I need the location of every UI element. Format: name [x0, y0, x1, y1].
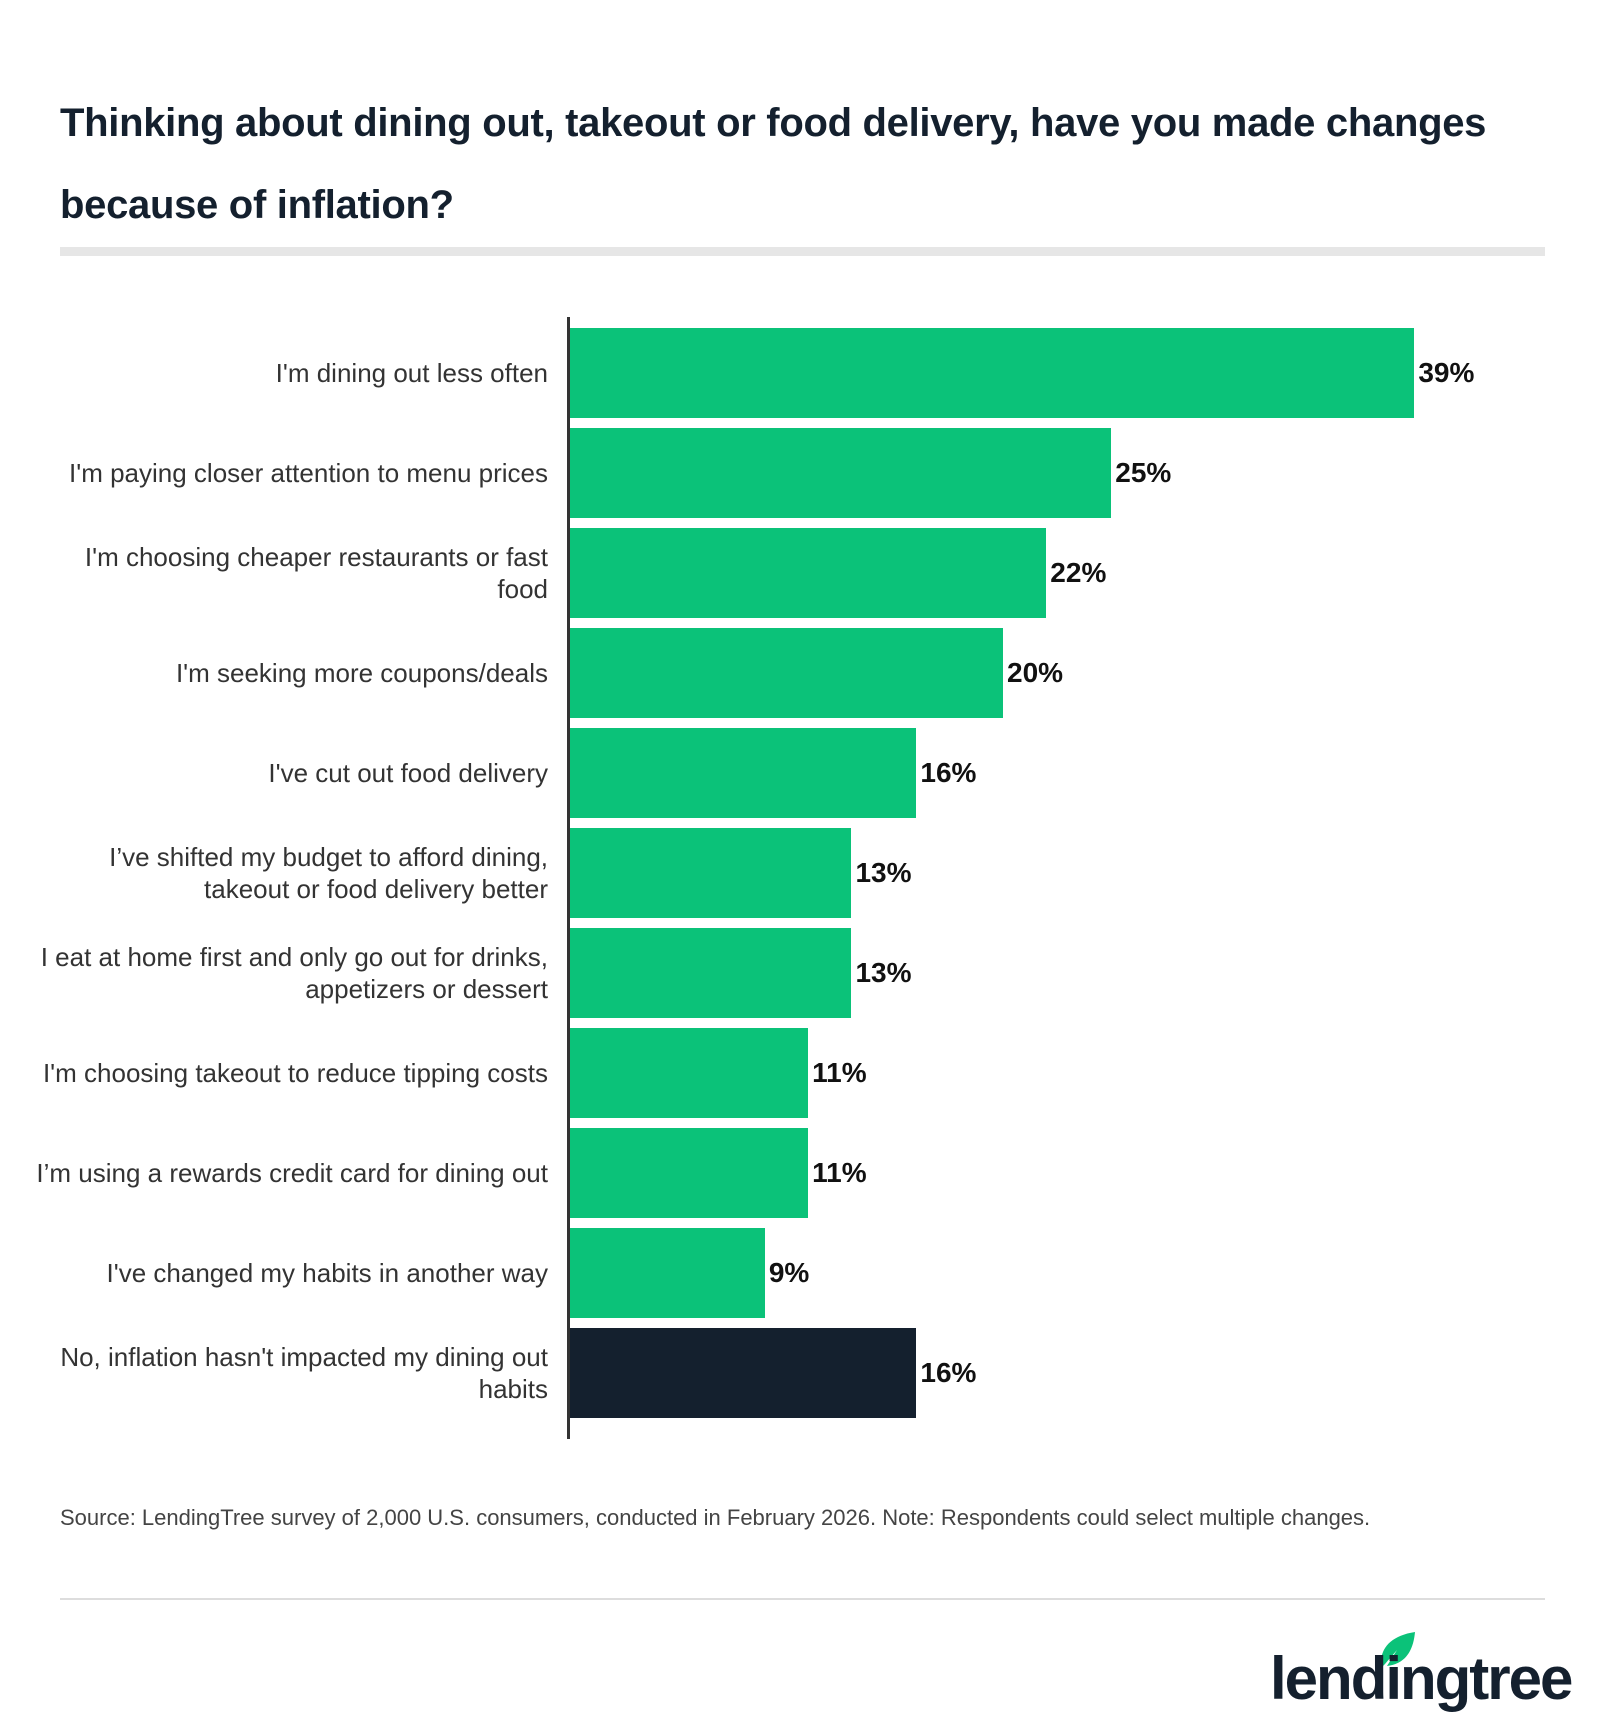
category-label: No, inflation hasn't impacted my dining …	[28, 1328, 548, 1418]
leaf-icon	[1380, 1632, 1415, 1668]
chart-title: Thinking about dining out, takeout or fo…	[60, 101, 1487, 227]
category-label: I’m using a rewards credit card for dini…	[28, 1128, 548, 1218]
bar	[570, 528, 1047, 618]
value-label: 9%	[768, 1257, 810, 1288]
value-label: 11%	[812, 1057, 867, 1088]
bar	[570, 1328, 917, 1418]
category-label: I've changed my habits in another way	[28, 1228, 548, 1318]
value-label: 11%	[812, 1157, 867, 1188]
y-axis-line	[567, 317, 570, 1439]
category-label: I'm seeking more coupons/deals	[28, 628, 548, 718]
bar	[570, 428, 1112, 518]
value-label: 25%	[1115, 457, 1172, 488]
category-label-text: I'm seeking more coupons/deals	[175, 658, 548, 688]
category-label: I've cut out food delivery	[28, 728, 548, 818]
value-label: 13%	[855, 857, 912, 888]
category-label: I'm dining out less often	[28, 328, 548, 418]
bar	[570, 728, 917, 818]
footer-divider	[60, 1598, 1545, 1600]
category-label-text: I'm choosing cheaper restaurants or fast…	[84, 542, 548, 604]
bar	[570, 328, 1415, 418]
title-divider	[60, 247, 1545, 256]
category-label-text: I've changed my habits in another way	[106, 1258, 548, 1288]
category-label-text: I'm choosing takeout to reduce tipping c…	[42, 1058, 548, 1088]
value-label: 22%	[1050, 557, 1107, 588]
bar	[570, 1028, 809, 1118]
source-note: Source: LendingTree survey of 2,000 U.S.…	[60, 1505, 1371, 1530]
value-label: 13%	[855, 957, 912, 988]
category-label-text: I’m using a rewards credit card for dini…	[36, 1158, 548, 1188]
category-label-text: No, inflation hasn't impacted my dining …	[60, 1342, 548, 1404]
category-label-text: I’ve shifted my budget to afford dining,…	[109, 842, 548, 904]
bar	[570, 1128, 809, 1218]
category-label: I'm choosing takeout to reduce tipping c…	[28, 1028, 548, 1118]
logo-text: lendingtree	[1270, 1645, 1573, 1712]
category-label-text: I'm dining out less often	[275, 358, 548, 388]
bar	[570, 628, 1003, 718]
category-label: I eat at home first and only go out for …	[28, 928, 548, 1018]
bar	[570, 828, 852, 918]
value-label: 16%	[920, 1357, 977, 1388]
value-label: 39%	[1418, 357, 1475, 388]
category-label: I'm paying closer attention to menu pric…	[28, 428, 548, 518]
category-label-text: I've cut out food delivery	[268, 758, 548, 788]
category-label-text: I eat at home first and only go out for …	[40, 942, 548, 1004]
category-label-text: I'm paying closer attention to menu pric…	[69, 458, 548, 488]
category-label: I'm choosing cheaper restaurants or fast…	[28, 528, 548, 618]
value-label: 20%	[1007, 657, 1064, 688]
value-label: 16%	[920, 757, 977, 788]
bar	[570, 1228, 765, 1318]
bar	[570, 928, 852, 1018]
lendingtree-logo: lendingtree	[1270, 1632, 1573, 1720]
category-label: I’ve shifted my budget to afford dining,…	[28, 828, 548, 918]
